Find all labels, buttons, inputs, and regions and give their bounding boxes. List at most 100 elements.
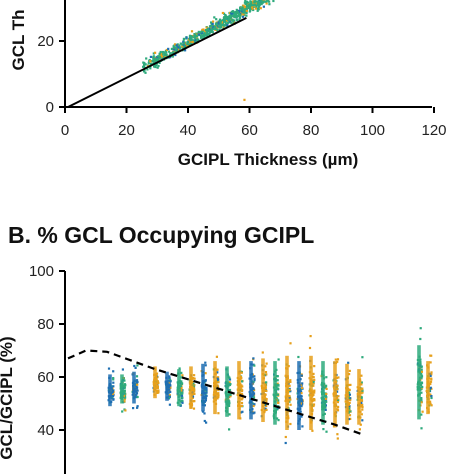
panel-a-point: [160, 53, 163, 56]
panel-a-point: [163, 55, 166, 58]
panel-a-point: [233, 19, 236, 22]
panel-a-point: [212, 27, 215, 30]
panel-a-point: [202, 29, 205, 32]
panel-a-point: [258, 4, 261, 7]
panel-b-point: [420, 401, 423, 404]
panel-b-point: [180, 389, 183, 392]
panel-b-point: [288, 396, 291, 399]
panel-b-strip: [285, 355, 289, 430]
panel-b-point: [323, 401, 326, 404]
panel-b-point: [289, 422, 292, 426]
panel-b-point: [228, 393, 232, 396]
panel-b-point: [348, 388, 351, 391]
panel-b-strip: [165, 371, 169, 401]
panel-b-point: [348, 398, 351, 401]
panel-b-point: [217, 392, 220, 395]
panel-a-point: [160, 55, 164, 58]
panel-b: B. % GCL Occupying GCIPL GCL/GCIPL (%) 4…: [0, 222, 433, 474]
panel-b-point: [205, 421, 208, 424]
panel-b-point: [312, 384, 315, 387]
panel-b-point: [112, 381, 115, 384]
panel-a-point: [158, 56, 162, 59]
panel-b-point: [275, 375, 279, 378]
panel-a-point: [154, 65, 157, 69]
panel-b-point: [299, 383, 303, 387]
panel-b-point: [229, 383, 232, 386]
panel-b-point: [192, 377, 195, 380]
panel-b-point: [421, 410, 424, 413]
panel-b-point: [360, 401, 363, 404]
panel-b-point: [429, 386, 432, 389]
panel-b-point: [252, 393, 255, 396]
panel-b-point: [264, 383, 267, 386]
panel-b-point: [253, 379, 256, 382]
panel-a-point: [225, 19, 229, 22]
panel-b-point: [205, 389, 208, 392]
panel-b-point: [289, 379, 292, 382]
panel-b-point: [193, 400, 196, 403]
panel-a-point: [259, 7, 262, 10]
panel-b-point: [313, 389, 316, 392]
panel-b-point: [313, 378, 316, 381]
panel-a-point: [185, 36, 188, 39]
panel-b-point: [325, 384, 328, 387]
panel-a-point: [189, 38, 192, 41]
panel-a-point: [221, 11, 224, 15]
panel-b-point: [203, 419, 206, 423]
panel-b-point: [136, 395, 139, 399]
panel-a-point: [172, 48, 175, 51]
panel-a-point: [144, 63, 147, 66]
panel-b-point: [229, 395, 232, 398]
panel-b-point: [240, 404, 243, 407]
panel-a-point: [246, 4, 249, 7]
panel-b-point: [136, 383, 139, 386]
panel-b-point: [111, 395, 115, 398]
panel-b-point: [112, 385, 115, 388]
panel-a-point: [190, 37, 193, 40]
panel-b-point: [216, 371, 219, 374]
panel-b-point: [252, 387, 255, 390]
panel-a-point: [144, 71, 147, 74]
panel-a-point: [257, 0, 260, 3]
panel-a-point: [239, 13, 242, 17]
panel-b-point: [136, 406, 139, 409]
panel-b-point: [135, 375, 139, 378]
panel-b-point: [288, 380, 291, 383]
panel-b-y-tick-label: 100: [29, 263, 54, 280]
panel-b-point: [180, 394, 184, 397]
panel-a-point: [238, 11, 241, 14]
panel-b-point: [168, 375, 171, 378]
panel-a-point: [179, 42, 182, 45]
panel-b-point: [299, 402, 302, 405]
panel-a-point: [161, 50, 164, 54]
panel-b-point: [135, 380, 138, 384]
panel-a-point: [215, 18, 218, 21]
panel-b-point: [430, 354, 433, 357]
panel-b-point: [204, 361, 207, 364]
panel-a-point: [265, 0, 268, 3]
panel-b-point: [121, 368, 124, 371]
panel-b-point: [215, 355, 218, 358]
panel-a-point: [231, 12, 234, 16]
panel-a-point: [175, 49, 178, 52]
panel-b-strip: [321, 361, 325, 425]
panel-b-point: [334, 358, 337, 361]
panel-a-point: [231, 14, 235, 17]
panel-b-point: [360, 405, 363, 408]
panel-b-point: [156, 386, 159, 389]
panel-b-point: [111, 390, 115, 393]
panel-b-point: [337, 399, 340, 402]
panel-b-point: [180, 399, 184, 402]
panel-b-point: [277, 358, 280, 361]
panel-a-point: [186, 42, 189, 45]
panel-a-point: [143, 62, 146, 65]
panel-a-point: [218, 25, 221, 28]
panel-b-point: [324, 386, 327, 389]
panel-a-point: [222, 19, 225, 22]
panel-a-x-tick-label: 80: [303, 122, 320, 139]
panel-a-point: [205, 31, 209, 34]
panel-a-point: [151, 59, 154, 62]
panel-a-point: [248, 10, 251, 13]
panel-a-x-tick-label: 0: [61, 122, 69, 139]
panel-b-point: [264, 386, 267, 390]
